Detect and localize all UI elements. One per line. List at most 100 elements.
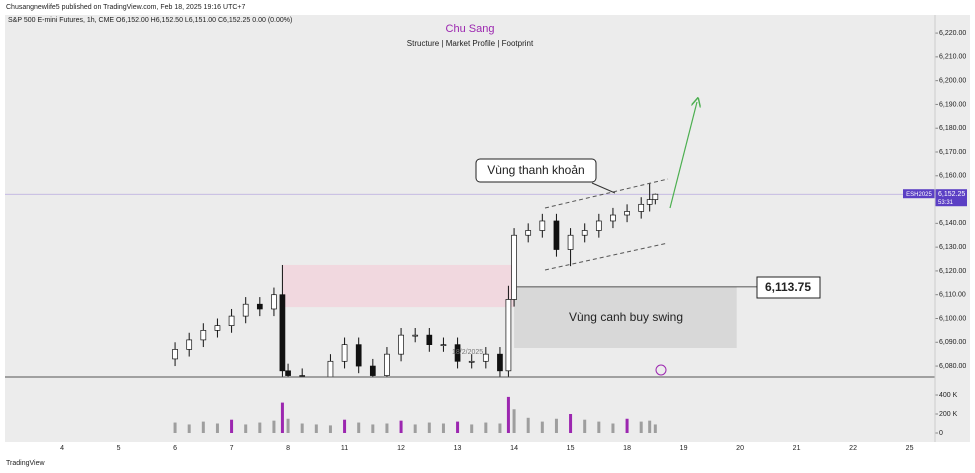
x-tick-label: 21: [793, 445, 801, 452]
callout-pointer: [591, 182, 616, 194]
candle-body: [200, 330, 207, 341]
volume-bar: [540, 421, 544, 434]
x-tick-label: 22: [849, 445, 857, 452]
candle-body: [454, 344, 461, 362]
volume-bar: [427, 422, 431, 434]
countdown-text: 53:31: [938, 200, 954, 206]
volume-bar: [648, 420, 652, 434]
y2-tick-label: 200 K: [939, 411, 958, 418]
publisher: Chusangnewlife5 published on TradingView…: [6, 4, 245, 11]
candle-body: [646, 199, 653, 205]
candle-body: [468, 360, 475, 363]
volume-bar: [569, 414, 573, 434]
level-box: [756, 276, 821, 299]
candle-body: [271, 294, 277, 310]
volume-bar: [498, 423, 502, 434]
volume-bar: [512, 409, 516, 434]
volume-bar: [526, 417, 530, 434]
y-tick-label: 6,100.00: [939, 315, 966, 322]
y-tick-label: 6,110.00: [939, 292, 966, 299]
candle-body: [511, 234, 517, 300]
x-tick-label: 7: [230, 445, 234, 452]
candle-body: [497, 353, 503, 372]
x-tick-label: 14: [510, 445, 518, 452]
candle-body: [299, 375, 306, 377]
candle-body: [539, 220, 546, 231]
volume-bar: [371, 424, 375, 433]
volume-bar: [244, 424, 248, 433]
candle-body: [214, 325, 221, 331]
y-tick-label: 6,190.00: [939, 101, 966, 108]
volume-bar: [215, 423, 219, 434]
channel-upper: [544, 178, 669, 209]
projection-arrow: [669, 102, 697, 209]
volume-bar: [639, 421, 643, 434]
volume-bar: [343, 419, 347, 433]
volume-bar: [554, 418, 558, 434]
x-tick-label: 12: [397, 445, 405, 452]
volume-bar: [611, 423, 615, 434]
event-icon[interactable]: [655, 364, 667, 376]
candle-body: [652, 193, 659, 200]
candle-body: [327, 360, 334, 377]
zone: [514, 286, 737, 348]
candle-body: [341, 344, 348, 362]
x-tick-label: 11: [341, 445, 348, 452]
volume-bar: [258, 422, 262, 434]
y-tick-label: 6,080.00: [939, 363, 966, 370]
x-tick-label: 18: [623, 445, 631, 452]
volume-bar: [286, 418, 290, 434]
volume-bar: [413, 424, 417, 433]
candle-body: [440, 344, 447, 347]
volume-bar: [328, 425, 332, 434]
candle-body: [638, 203, 645, 212]
volume-bar: [506, 396, 510, 434]
y-tick-label: 6,210.00: [939, 54, 966, 61]
volume-bar: [583, 419, 587, 433]
y-tick-label: 6,090.00: [939, 339, 966, 346]
x-tick-label: 19: [680, 445, 688, 452]
x-tick-label: 15: [567, 445, 575, 452]
candle-body: [172, 349, 178, 360]
candle-body: [525, 230, 532, 236]
volume-bar: [201, 421, 205, 434]
y-tick-label: 6,160.00: [939, 173, 966, 180]
zone-label: Vùng canh buy swing: [569, 310, 683, 324]
candle-body: [412, 334, 419, 337]
candle-body: [482, 353, 489, 362]
y-tick-label: 6,220.00: [939, 30, 966, 37]
volume-bar: [385, 423, 389, 434]
callout-box: [475, 158, 597, 183]
y-tick-label: 6,180.00: [939, 125, 966, 132]
candle-body: [581, 230, 588, 236]
volume-bar: [357, 422, 361, 434]
volume-bar: [230, 419, 234, 433]
x-tick-label: 25: [906, 445, 914, 452]
x-tick-label: 8: [286, 445, 290, 452]
volume-bar: [280, 402, 284, 434]
candle-body: [186, 339, 193, 350]
candle-body: [279, 294, 286, 372]
chart-title: Chu Sang: [446, 23, 495, 35]
candle-body: [285, 370, 291, 376]
date-note: 18/2/2025: [452, 349, 483, 356]
price-badge: [935, 189, 967, 207]
x-tick-label: 4: [60, 445, 64, 452]
volume-bar: [653, 424, 657, 433]
y2-tick-label: 400 K: [939, 392, 958, 399]
x-tick-label: 13: [454, 445, 462, 452]
y-tick-label: 6,200.00: [939, 77, 966, 84]
y-tick-label: 6,120.00: [939, 268, 966, 275]
candle-body: [595, 220, 602, 231]
volume-bar: [597, 421, 601, 434]
price-badge-text: 6,152.25: [938, 191, 965, 198]
symbol-badge-text: ESH2025: [906, 192, 932, 198]
volume-bar: [300, 423, 304, 434]
volume-bar: [441, 423, 445, 434]
candle-body: [256, 303, 263, 310]
chart-subtitle: Structure | Market Profile | Footprint: [407, 39, 534, 48]
volume-bar: [173, 422, 177, 434]
level-label: 6,113.75: [765, 280, 811, 294]
volume-bar: [470, 424, 474, 433]
